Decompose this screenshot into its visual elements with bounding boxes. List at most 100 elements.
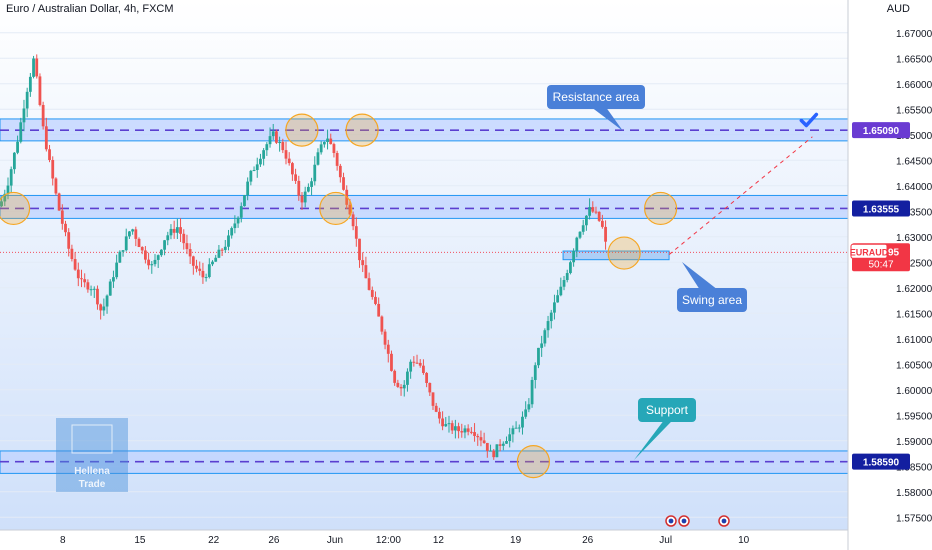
candle-body <box>271 131 275 137</box>
x-tick-label: Jun <box>327 535 343 546</box>
candle-body <box>172 228 176 233</box>
candle-body <box>265 144 269 151</box>
candle-body <box>44 126 48 150</box>
candle-body <box>437 411 441 419</box>
y-tick-label: 1.62500 <box>896 258 932 269</box>
candle-body <box>549 312 553 322</box>
resistance-callout-pointer <box>591 107 623 131</box>
swing-callout-box <box>677 288 747 312</box>
candle-body <box>367 278 371 290</box>
overlays: Hellena Trade <box>0 112 819 527</box>
y-tick-label: 1.61500 <box>896 309 932 320</box>
candle-body <box>332 144 336 154</box>
x-tick-label: 12 <box>433 535 445 546</box>
candle-body <box>540 343 544 348</box>
candle-body <box>166 235 170 241</box>
candle-body <box>294 174 297 181</box>
candle-body <box>179 227 182 234</box>
candle-body <box>35 58 39 77</box>
candle-body <box>338 165 342 178</box>
highlight-circle <box>516 445 550 479</box>
candle-body <box>476 435 480 438</box>
x-tick-label: 19 <box>510 535 522 546</box>
middle-price-label: 1.63555 <box>863 204 900 215</box>
candle-body <box>22 108 26 123</box>
candle-body <box>479 437 483 441</box>
candle-body <box>406 371 409 385</box>
candle-body <box>342 177 345 190</box>
candle-body <box>412 361 416 363</box>
candle-body <box>597 211 601 221</box>
candle-body <box>281 142 285 151</box>
candle-body <box>530 379 534 405</box>
candle-body <box>588 207 591 216</box>
candle-body <box>492 450 496 458</box>
candle-body <box>463 428 467 433</box>
candle-body <box>96 288 99 305</box>
candle-body <box>207 264 211 278</box>
candle-body <box>351 214 355 227</box>
candle-body <box>278 142 282 144</box>
candle-body <box>422 365 425 373</box>
y-tick-label: 1.58000 <box>896 488 932 499</box>
candle-body <box>546 321 550 331</box>
candle-body <box>204 277 208 279</box>
candle-body <box>511 428 515 435</box>
candle-body <box>374 296 377 304</box>
candle-body <box>537 347 540 366</box>
event-icon-dot <box>721 518 727 524</box>
candle-body <box>313 164 317 182</box>
highlight-circle <box>285 113 319 147</box>
candle-body <box>6 185 10 194</box>
candle-body <box>150 264 154 266</box>
candle-body <box>211 261 214 265</box>
candle-body <box>144 250 147 260</box>
candle-body <box>124 236 128 251</box>
candle-body <box>316 152 320 165</box>
highlight-circle <box>319 191 353 226</box>
resistance-callout-box <box>547 85 645 109</box>
candle-body <box>19 122 23 142</box>
candle-body <box>527 404 531 410</box>
symbol-tag <box>850 243 888 259</box>
x-tick-label: 26 <box>268 535 280 546</box>
callouts: Resistance area Swing area Support <box>547 85 747 460</box>
candle-body <box>73 259 77 270</box>
candle-body <box>575 237 579 251</box>
candle-body <box>348 204 352 215</box>
candle-body <box>32 58 35 77</box>
watermark-line1: Hellena <box>74 466 110 477</box>
candle-body <box>284 150 288 159</box>
candle-body <box>259 158 262 165</box>
candle-body <box>434 405 438 412</box>
candle-body <box>319 144 323 153</box>
candle-body <box>514 427 518 429</box>
y-tick-label: 1.57500 <box>896 513 932 524</box>
candle-body <box>191 256 195 266</box>
swing-callout-label: Swing area <box>682 293 742 307</box>
candle-body <box>156 255 160 260</box>
candle-body <box>223 246 227 250</box>
candle-body <box>121 250 125 252</box>
x-tick-label: Jul <box>659 535 672 546</box>
candle-body <box>358 238 361 261</box>
candle-body <box>393 370 397 383</box>
candle-body <box>54 178 58 194</box>
support-price-tag <box>852 453 910 470</box>
candle-body <box>425 372 429 384</box>
candle-body <box>159 249 163 256</box>
candle-body <box>415 362 419 364</box>
candle-body <box>236 217 240 224</box>
candle-body <box>306 186 310 192</box>
candle-body <box>482 440 486 443</box>
y-tick-label: 1.65500 <box>896 105 932 116</box>
candle-body <box>386 344 390 354</box>
resistance-callout-label: Resistance area <box>553 90 640 104</box>
candle-body <box>137 238 141 248</box>
candle-body <box>201 270 205 278</box>
x-tick-label: 8 <box>60 535 66 546</box>
y-tick-label: 1.63500 <box>896 207 932 218</box>
candle-body <box>521 416 524 428</box>
